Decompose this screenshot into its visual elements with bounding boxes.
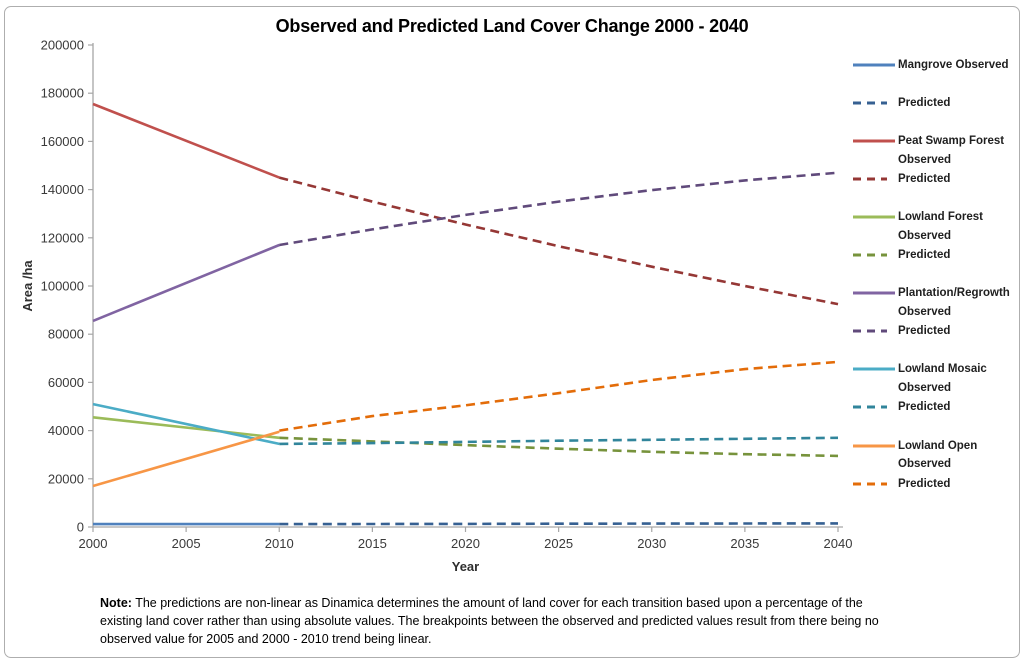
y-tick-label: 40000: [48, 423, 84, 438]
legend-solid-key-line: [853, 367, 895, 371]
series-line-plantation-regrowth-predicted: [279, 171, 839, 247]
legend-solid-key-line: [853, 215, 895, 219]
legend-label: Lowland Mosaic Observed: [898, 363, 987, 394]
legend-dashed-key-line: [853, 405, 887, 409]
legend-label: Predicted: [898, 173, 951, 186]
legend-solid-key-line: [853, 444, 895, 447]
legend-item-predicted: Predicted: [853, 322, 950, 341]
series-line-mangrove-predicted: [279, 522, 839, 526]
series-line-lowland-mosaic-predicted: [279, 436, 839, 446]
legend-label: Lowland Forest Observed: [898, 211, 983, 242]
y-tick-label: 180000: [41, 86, 84, 101]
legend-item-predicted: Predicted: [853, 94, 950, 113]
y-tick-label: 160000: [41, 134, 84, 149]
series-line-peat-swamp-forest-observed: [92, 102, 280, 179]
legend-label: Peat Swamp Forest Observed: [898, 135, 1005, 166]
chart-frame: [4, 6, 1020, 658]
legend-item-lowland-mosaic-observed: Lowland Mosaic Observed: [853, 360, 987, 397]
legend-item-mangrove-observed: Mangrove Observed: [853, 56, 1009, 75]
legend-dashed-key-line: [853, 482, 887, 486]
legend-item-plantation-regrowth-observed: Plantation/Regrowth Observed: [853, 284, 1010, 321]
x-tick-label: 2005: [172, 536, 201, 551]
chart-note: Note: The predictions are non-linear as …: [100, 595, 892, 648]
legend-label: Plantation/Regrowth Observed: [898, 287, 1010, 318]
legend-item-predicted: Predicted: [853, 170, 950, 189]
note-text: The predictions are non-linear as Dinami…: [100, 596, 879, 646]
legend-item-predicted: Predicted: [853, 475, 950, 494]
legend-item-lowland-forest-observed: Lowland Forest Observed: [853, 208, 983, 245]
series-line-lowland-open-observed: [92, 430, 280, 488]
x-tick-label: 2030: [637, 536, 666, 551]
legend-item-peat-swamp-forest-observed: Peat Swamp Forest Observed: [853, 132, 1004, 169]
y-tick-label: 120000: [41, 230, 84, 245]
legend-item-lowland-open-observed: Lowland Open Observed: [853, 437, 977, 474]
legend-dashed-key-line: [853, 253, 887, 257]
legend-dashed-key-line: [853, 177, 887, 181]
series-line-lowland-forest-observed: [92, 416, 280, 440]
legend-label: Mangrove Observed: [898, 59, 1009, 71]
x-tick-label: 2040: [824, 536, 853, 551]
legend-label: Predicted: [898, 97, 951, 110]
series-line-plantation-regrowth-observed: [92, 243, 280, 323]
legend-dashed-key-line: [853, 101, 887, 105]
y-tick-label: 60000: [48, 375, 84, 390]
x-tick-label: 2025: [544, 536, 573, 551]
y-tick-label: 200000: [41, 38, 84, 53]
legend-label: Predicted: [898, 401, 951, 414]
x-tick-label: 2010: [265, 536, 294, 551]
y-tick-label: 80000: [48, 327, 84, 342]
legend-label: Predicted: [898, 325, 951, 338]
series-line-lowland-forest-predicted: [279, 436, 839, 458]
y-tick-label: 0: [77, 520, 84, 535]
y-axis-title: Area /ha: [20, 260, 35, 312]
x-tick-label: 2020: [451, 536, 480, 551]
legend-label: Predicted: [898, 249, 951, 262]
y-tick-label: 20000: [48, 471, 84, 486]
note-label: Note:: [100, 596, 132, 610]
x-tick-label: 2015: [358, 536, 387, 551]
legend-item-predicted: Predicted: [853, 398, 950, 417]
legend-solid-key-line: [853, 63, 895, 67]
y-tick-label: 100000: [41, 279, 84, 294]
series-line-lowland-mosaic-observed: [92, 402, 280, 446]
series-line-lowland-open-predicted: [279, 360, 839, 432]
legend-label: Lowland Open Observed: [898, 439, 978, 471]
chart-title: Observed and Predicted Land Cover Change…: [275, 16, 749, 36]
x-axis-title: Year: [451, 559, 480, 574]
legend-solid-key-line: [853, 139, 895, 143]
legend-solid-key-line: [853, 291, 895, 295]
y-tick-label: 140000: [41, 182, 84, 197]
legend-dashed-key-line: [853, 329, 887, 333]
x-tick-label: 2035: [730, 536, 759, 551]
series-line-peat-swamp-forest-predicted: [278, 176, 839, 306]
legend-label: Predicted: [898, 477, 951, 490]
x-tick-label: 2000: [79, 536, 108, 551]
legend-item-predicted: Predicted: [853, 246, 950, 265]
